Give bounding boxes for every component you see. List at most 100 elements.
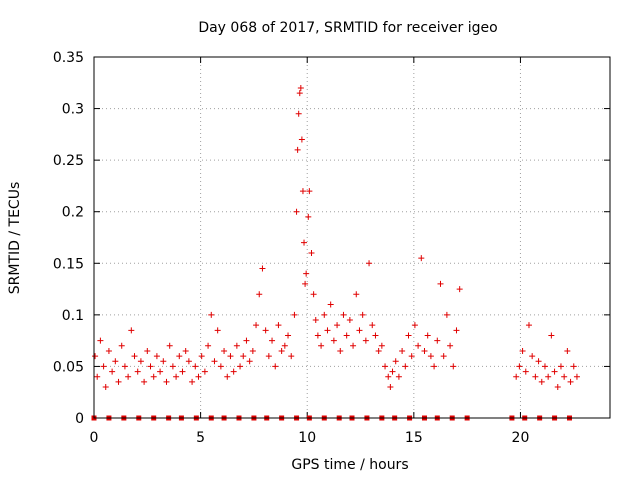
data-point bbox=[359, 311, 366, 318]
data-point bbox=[221, 347, 228, 354]
data-point bbox=[121, 363, 128, 370]
data-point bbox=[265, 353, 272, 360]
data-point bbox=[321, 311, 328, 318]
data-point bbox=[529, 353, 536, 360]
data-point bbox=[538, 378, 545, 385]
data-point bbox=[291, 311, 298, 318]
data-point bbox=[147, 363, 154, 370]
x-axis-label: GPS time / hours bbox=[291, 457, 408, 473]
data-point bbox=[243, 337, 250, 344]
data-point bbox=[182, 347, 189, 354]
data-point bbox=[372, 332, 379, 339]
data-point bbox=[405, 332, 412, 339]
data-point bbox=[427, 353, 434, 360]
data-point bbox=[551, 368, 558, 375]
x-tick-label: 10 bbox=[298, 430, 316, 446]
data-point bbox=[330, 337, 337, 344]
data-point bbox=[440, 353, 447, 360]
data-point bbox=[112, 358, 119, 365]
y-axis-label: SRMTID / TECUs bbox=[7, 182, 23, 295]
data-point bbox=[192, 363, 199, 370]
data-point bbox=[131, 353, 138, 360]
data-point bbox=[303, 270, 310, 277]
data-point bbox=[525, 322, 532, 329]
data-point bbox=[281, 342, 288, 349]
data-point bbox=[516, 363, 523, 370]
data-point bbox=[308, 249, 315, 256]
data-point bbox=[293, 208, 300, 215]
y-tick-label: 0.2 bbox=[62, 205, 84, 221]
data-point bbox=[297, 84, 304, 91]
data-point bbox=[296, 90, 303, 97]
data-point bbox=[437, 280, 444, 287]
data-point bbox=[375, 347, 382, 354]
series-srmtid bbox=[91, 84, 580, 421]
data-point bbox=[378, 342, 385, 349]
y-tick-label: 0.25 bbox=[53, 153, 84, 169]
data-point bbox=[227, 353, 234, 360]
data-point bbox=[233, 342, 240, 349]
y-tick-label: 0 bbox=[75, 411, 84, 427]
data-point bbox=[195, 373, 202, 380]
data-point bbox=[513, 373, 520, 380]
x-axis-ticks: 0 5 10 15 20 bbox=[90, 57, 530, 446]
data-point bbox=[205, 342, 212, 349]
data-point bbox=[421, 347, 428, 354]
data-point bbox=[153, 353, 160, 360]
data-point bbox=[259, 265, 266, 272]
data-point bbox=[160, 358, 167, 365]
data-point bbox=[522, 368, 529, 375]
data-point bbox=[353, 291, 360, 298]
y-tick-label: 0.1 bbox=[62, 308, 84, 324]
data-point bbox=[570, 363, 577, 370]
data-point bbox=[337, 347, 344, 354]
data-point bbox=[237, 363, 244, 370]
data-point bbox=[272, 363, 279, 370]
data-point bbox=[97, 337, 104, 344]
data-point bbox=[402, 363, 409, 370]
data-point bbox=[256, 291, 263, 298]
data-point bbox=[141, 378, 148, 385]
x-tick-label: 15 bbox=[405, 430, 423, 446]
data-point bbox=[305, 213, 312, 220]
data-point bbox=[392, 358, 399, 365]
data-point bbox=[185, 358, 192, 365]
data-point bbox=[346, 317, 353, 324]
data-point bbox=[288, 353, 295, 360]
data-point bbox=[324, 327, 331, 334]
data-point bbox=[314, 332, 321, 339]
data-point bbox=[453, 327, 460, 334]
data-point bbox=[105, 347, 112, 354]
x-tick-label: 20 bbox=[512, 430, 530, 446]
y-tick-label: 0.05 bbox=[53, 359, 84, 375]
data-point bbox=[249, 347, 256, 354]
data-point bbox=[415, 342, 422, 349]
data-point bbox=[198, 353, 205, 360]
data-point bbox=[369, 322, 376, 329]
data-point bbox=[92, 353, 99, 360]
data-point bbox=[431, 363, 438, 370]
data-point bbox=[387, 384, 394, 391]
y-tick-label: 0.3 bbox=[62, 102, 84, 118]
data-point bbox=[567, 378, 574, 385]
data-point bbox=[382, 363, 389, 370]
data-point bbox=[285, 332, 292, 339]
data-point bbox=[411, 322, 418, 329]
data-point bbox=[269, 337, 276, 344]
data-point bbox=[262, 327, 269, 334]
data-point bbox=[443, 311, 450, 318]
data-point bbox=[275, 322, 282, 329]
data-point bbox=[554, 384, 561, 391]
data-point bbox=[408, 353, 415, 360]
data-point bbox=[561, 373, 568, 380]
data-point bbox=[278, 347, 285, 354]
data-point bbox=[144, 347, 151, 354]
chart-title: Day 068 of 2017, SRMTID for receiver ige… bbox=[198, 20, 497, 36]
plot-frame bbox=[93, 56, 611, 419]
y-tick-label: 0.35 bbox=[53, 50, 84, 66]
data-point bbox=[173, 373, 180, 380]
data-point bbox=[301, 239, 308, 246]
data-point bbox=[125, 373, 132, 380]
data-point bbox=[418, 255, 425, 262]
